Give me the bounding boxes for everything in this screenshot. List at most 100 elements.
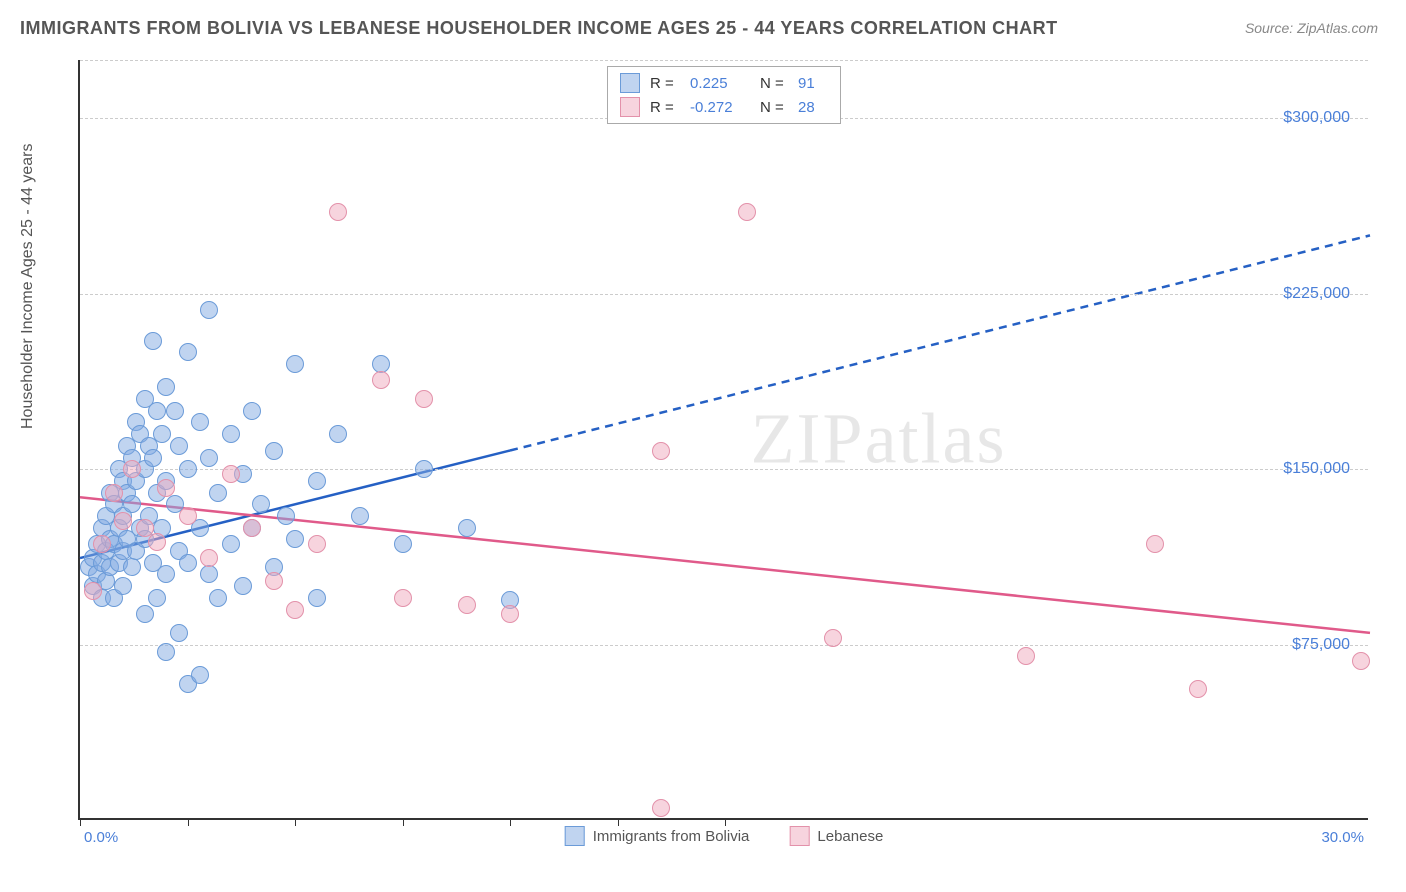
scatter-point bbox=[265, 572, 283, 590]
scatter-point bbox=[1146, 535, 1164, 553]
legend-label: Immigrants from Bolivia bbox=[593, 828, 750, 845]
legend-correlation-box: R = 0.225 N = 91 R = -0.272 N = 28 bbox=[607, 66, 841, 124]
scatter-point bbox=[93, 535, 111, 553]
scatter-point bbox=[136, 605, 154, 623]
scatter-point bbox=[222, 535, 240, 553]
scatter-point bbox=[153, 425, 171, 443]
scatter-point bbox=[1352, 652, 1370, 670]
scatter-point bbox=[222, 465, 240, 483]
legend-row-bolivia: R = 0.225 N = 91 bbox=[620, 71, 828, 95]
scatter-point bbox=[157, 479, 175, 497]
legend-n-label: N = bbox=[760, 75, 788, 92]
scatter-point bbox=[84, 582, 102, 600]
scatter-point bbox=[394, 535, 412, 553]
scatter-point bbox=[501, 605, 519, 623]
x-tick bbox=[403, 818, 404, 826]
scatter-point bbox=[1017, 647, 1035, 665]
legend-r-value-bolivia: 0.225 bbox=[690, 75, 750, 92]
y-tick-label: $300,000 bbox=[1283, 109, 1350, 127]
scatter-point bbox=[415, 390, 433, 408]
scatter-point bbox=[144, 332, 162, 350]
scatter-point bbox=[148, 402, 166, 420]
legend-n-value-bolivia: 91 bbox=[798, 75, 828, 92]
chart-title: IMMIGRANTS FROM BOLIVIA VS LEBANESE HOUS… bbox=[20, 18, 1058, 39]
scatter-point bbox=[329, 425, 347, 443]
legend-item-bolivia: Immigrants from Bolivia bbox=[565, 826, 750, 846]
y-axis-label: Householder Income Ages 25 - 44 years bbox=[19, 144, 37, 430]
scatter-point bbox=[170, 624, 188, 642]
scatter-point bbox=[209, 484, 227, 502]
legend-r-label: R = bbox=[650, 75, 680, 92]
scatter-point bbox=[286, 355, 304, 373]
scatter-point bbox=[200, 301, 218, 319]
x-tick bbox=[80, 818, 81, 826]
scatter-point bbox=[234, 577, 252, 595]
x-tick bbox=[510, 818, 511, 826]
scatter-point bbox=[170, 437, 188, 455]
source-attribution: Source: ZipAtlas.com bbox=[1245, 20, 1378, 36]
scatter-point bbox=[329, 203, 347, 221]
scatter-point bbox=[308, 472, 326, 490]
scatter-point bbox=[148, 589, 166, 607]
x-tick bbox=[295, 818, 296, 826]
legend-swatch-icon bbox=[789, 826, 809, 846]
scatter-point bbox=[286, 601, 304, 619]
grid-line bbox=[80, 294, 1368, 295]
scatter-point bbox=[308, 589, 326, 607]
scatter-point bbox=[157, 565, 175, 583]
scatter-point bbox=[351, 507, 369, 525]
scatter-point bbox=[458, 519, 476, 537]
scatter-point bbox=[372, 355, 390, 373]
scatter-point bbox=[123, 558, 141, 576]
y-tick-label: $75,000 bbox=[1292, 636, 1350, 654]
scatter-point bbox=[114, 512, 132, 530]
scatter-point bbox=[277, 507, 295, 525]
grid-line bbox=[80, 60, 1368, 61]
legend-swatch-icon bbox=[565, 826, 585, 846]
scatter-point bbox=[123, 495, 141, 513]
scatter-point bbox=[243, 519, 261, 537]
grid-line bbox=[80, 469, 1368, 470]
legend-row-lebanese: R = -0.272 N = 28 bbox=[620, 95, 828, 119]
scatter-point bbox=[157, 643, 175, 661]
y-tick-label: $225,000 bbox=[1283, 285, 1350, 303]
x-tick bbox=[725, 818, 726, 826]
legend-series: Immigrants from Bolivia Lebanese bbox=[565, 826, 884, 846]
scatter-point bbox=[652, 799, 670, 817]
legend-r-value-lebanese: -0.272 bbox=[690, 99, 750, 116]
scatter-point bbox=[105, 484, 123, 502]
scatter-point bbox=[372, 371, 390, 389]
x-tick bbox=[618, 818, 619, 826]
scatter-point bbox=[157, 378, 175, 396]
scatter-point bbox=[222, 425, 240, 443]
scatter-point bbox=[200, 565, 218, 583]
scatter-point bbox=[179, 343, 197, 361]
scatter-point bbox=[243, 402, 261, 420]
scatter-point bbox=[200, 549, 218, 567]
scatter-point bbox=[458, 596, 476, 614]
x-axis-min-label: 0.0% bbox=[84, 829, 118, 846]
legend-label: Lebanese bbox=[817, 828, 883, 845]
scatter-point bbox=[394, 589, 412, 607]
scatter-point bbox=[738, 203, 756, 221]
trend-line bbox=[510, 235, 1370, 450]
scatter-point bbox=[191, 666, 209, 684]
trend-lines-layer bbox=[80, 60, 1370, 820]
scatter-point bbox=[652, 442, 670, 460]
scatter-point bbox=[179, 460, 197, 478]
scatter-point bbox=[1189, 680, 1207, 698]
scatter-point bbox=[148, 533, 166, 551]
legend-swatch-lebanese bbox=[620, 97, 640, 117]
legend-n-label: N = bbox=[760, 99, 788, 116]
scatter-point bbox=[179, 554, 197, 572]
scatter-point bbox=[415, 460, 433, 478]
grid-line bbox=[80, 645, 1368, 646]
scatter-point bbox=[252, 495, 270, 513]
y-tick-label: $150,000 bbox=[1283, 460, 1350, 478]
legend-swatch-bolivia bbox=[620, 73, 640, 93]
scatter-point bbox=[265, 442, 283, 460]
scatter-point bbox=[824, 629, 842, 647]
x-axis-max-label: 30.0% bbox=[1321, 829, 1364, 846]
scatter-point bbox=[191, 413, 209, 431]
legend-r-label: R = bbox=[650, 99, 680, 116]
